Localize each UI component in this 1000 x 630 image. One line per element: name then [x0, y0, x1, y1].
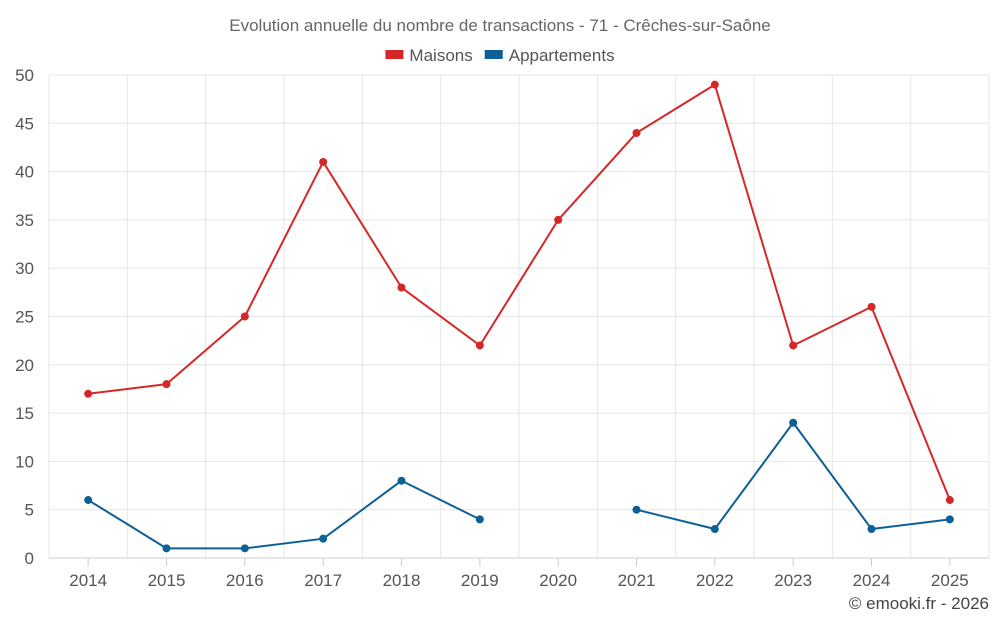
- legend-item-appartements[interactable]: Appartements: [484, 46, 615, 65]
- x-tick-label: 2025: [931, 571, 969, 590]
- grid-lines: [48, 74, 990, 558]
- x-tick-label: 2015: [148, 571, 186, 590]
- data-point[interactable]: [789, 418, 798, 427]
- data-point[interactable]: [397, 283, 406, 292]
- data-point[interactable]: [867, 525, 876, 534]
- x-tick-label: 2020: [539, 571, 577, 590]
- y-tick-label: 50: [15, 66, 34, 85]
- data-point[interactable]: [475, 341, 484, 350]
- y-tick-label: 35: [15, 211, 34, 230]
- chart-title: Evolution annuelle du nombre de transact…: [229, 16, 770, 35]
- x-tick-label: 2023: [774, 571, 812, 590]
- data-point[interactable]: [84, 496, 93, 505]
- data-point[interactable]: [240, 312, 249, 321]
- data-point[interactable]: [162, 380, 171, 389]
- legend-swatch: [385, 50, 404, 59]
- data-point[interactable]: [554, 215, 563, 224]
- data-point[interactable]: [632, 505, 641, 514]
- y-tick-label: 20: [15, 356, 34, 375]
- series-line: [636, 421, 950, 531]
- legend-label: Appartements: [509, 46, 615, 65]
- x-tick-label: 2014: [69, 571, 107, 590]
- data-point[interactable]: [945, 515, 954, 524]
- data-point[interactable]: [632, 128, 641, 137]
- data-point[interactable]: [867, 302, 876, 311]
- series-appartements: [84, 418, 954, 553]
- x-tick-label: 2018: [383, 571, 421, 590]
- data-point[interactable]: [789, 341, 798, 350]
- data-point[interactable]: [84, 389, 93, 398]
- series-maisons: [84, 80, 954, 505]
- data-point[interactable]: [710, 525, 719, 534]
- series-line: [88, 83, 951, 501]
- y-tick-label: 45: [15, 114, 34, 133]
- y-tick-label: 30: [15, 259, 34, 278]
- x-tick-label: 2016: [226, 571, 264, 590]
- x-tick-label: 2024: [853, 571, 891, 590]
- data-point[interactable]: [240, 544, 249, 553]
- data-point[interactable]: [710, 80, 719, 89]
- y-tick-label: 5: [25, 501, 34, 520]
- legend-swatch: [484, 50, 503, 59]
- data-point[interactable]: [319, 534, 328, 543]
- x-tick-label: 2019: [461, 571, 499, 590]
- data-point[interactable]: [397, 476, 406, 485]
- legend-label: Maisons: [409, 46, 472, 65]
- series-lines: [84, 80, 954, 553]
- x-tick-label: 2017: [304, 571, 342, 590]
- y-tick-label: 25: [15, 308, 34, 327]
- data-point[interactable]: [162, 544, 171, 553]
- y-tick-label: 10: [15, 452, 34, 471]
- data-point[interactable]: [475, 515, 484, 524]
- credit-text: © emooki.fr - 2026: [849, 594, 989, 613]
- data-point[interactable]: [945, 496, 954, 505]
- x-tick-label: 2022: [696, 571, 734, 590]
- y-tick-label: 40: [15, 163, 34, 182]
- legend-item-maisons[interactable]: Maisons: [385, 46, 473, 65]
- x-tick-label: 2021: [618, 571, 656, 590]
- y-tick-label: 0: [25, 549, 34, 568]
- legend: Maisons Appartements: [385, 46, 615, 65]
- y-tick-label: 15: [15, 404, 34, 423]
- data-point[interactable]: [319, 157, 328, 166]
- series-line: [87, 479, 481, 550]
